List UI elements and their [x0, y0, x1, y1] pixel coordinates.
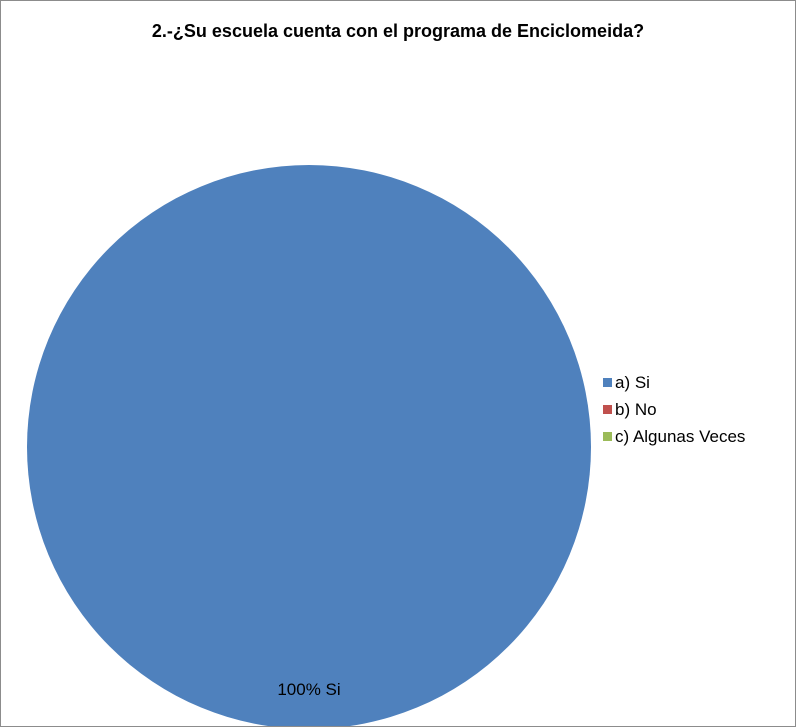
legend-item-si: a) Si [603, 369, 745, 396]
pie-data-labels: 100% Si [277, 680, 340, 699]
legend-label-si: a) Si [615, 372, 650, 392]
legend: a) Si b) No c) Algunas Veces [603, 369, 745, 450]
chart-title: 2.-¿Su escuela cuenta con el programa de… [151, 21, 645, 41]
legend-swatch-no [603, 405, 612, 414]
legend-swatch-si [603, 378, 612, 387]
legend-swatch-algunas-veces [603, 432, 612, 441]
legend-label-algunas-veces: c) Algunas Veces [615, 426, 746, 446]
pie-slices [27, 165, 591, 726]
pie-slice-si [27, 165, 591, 726]
legend-item-algunas-veces: c) Algunas Veces [603, 423, 745, 450]
legend-label-no: b) No [615, 399, 657, 419]
data-label-si: 100% Si [277, 680, 340, 699]
legend-item-no: b) No [603, 396, 745, 423]
